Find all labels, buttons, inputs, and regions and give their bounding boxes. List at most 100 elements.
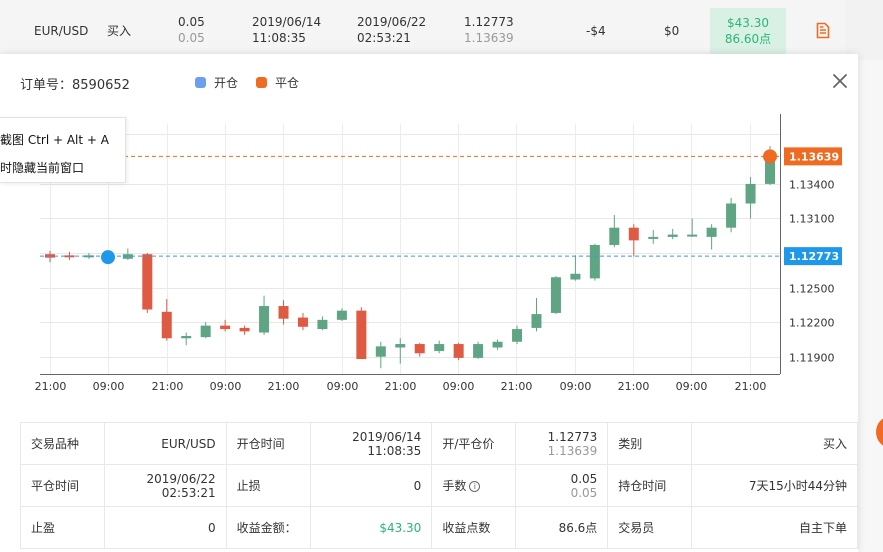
candle-body [317, 319, 328, 330]
candle-body [200, 325, 211, 338]
tooltip-line-1: 截图 Ctrl + Alt + A [0, 133, 109, 147]
x-tick-label: 21:00 [385, 380, 417, 393]
y-tick-label: 1.13100 [789, 213, 835, 226]
info-label: 持仓时间 [607, 464, 693, 507]
open-price-tag-label: 1.12773 [789, 250, 839, 263]
order-info-grid: 交易品种 EUR/USD 开仓时间 2019/06/14 11:08:35 开/平仓价 1.… [20, 422, 858, 549]
open-price-tag [784, 247, 842, 266]
trade-symbol: EUR/USD [34, 24, 89, 38]
order-detail-dialog: 订单号：8590652 开仓 平仓 1.11900 1.12200 1.12500 1… [0, 54, 858, 552]
trade-prices: 1.12773 1.13639 [464, 15, 514, 45]
candle-body [648, 236, 659, 239]
candle-body [765, 156, 775, 184]
candle-body [473, 344, 484, 358]
info-value: 0 [309, 464, 433, 507]
close-price-tag-label: 1.13639 [789, 150, 839, 163]
trade-swap: -$4 [586, 24, 606, 38]
page-edge [858, 60, 883, 552]
floating-action-button[interactable] [876, 416, 883, 448]
trade-profit: $43.30 86.60点 [710, 8, 786, 54]
info-value: 自主下单 [691, 506, 858, 549]
screenshot-tooltip: 截图 Ctrl + Alt + A 时隐藏当前窗口 [0, 117, 126, 183]
candlestick-chart: 1.119001.122001.125001.128001.131001.134… [35, 114, 842, 393]
info-label: 收益点数 [431, 506, 517, 549]
info-value: 买入 [691, 422, 858, 465]
info-value: 0 [104, 506, 227, 549]
info-row: 止盈 0 收益金额： $43.30 收益点数 86.6点 交易员 自主下单 [20, 506, 858, 549]
x-tick-label: 09:00 [676, 380, 708, 393]
legend-close-label: 平仓 [275, 76, 300, 90]
x-tick-label: 21:00 [268, 380, 300, 393]
info-label: 止盈 [20, 506, 105, 549]
candle-body [512, 329, 523, 342]
info-label: 收益金额： [225, 506, 311, 549]
info-label: 平仓时间 [20, 464, 105, 507]
candle-body [220, 325, 231, 330]
trade-row[interactable]: EUR/USD 买入 0.05 0.05 2019/06/14 11:08:35 2… [0, 0, 845, 62]
y-tick-label: 1.13400 [789, 179, 835, 192]
candle-body [278, 306, 289, 319]
candle-body [239, 327, 250, 332]
candle-body [83, 255, 94, 258]
tooltip-line-2: 时隐藏当前窗口 [0, 161, 85, 175]
info-value: 7天15小时44分钟 [691, 464, 858, 507]
candle-body [609, 227, 620, 245]
y-tick-label: 1.12200 [789, 317, 835, 330]
x-tick-label: 09:00 [443, 380, 475, 393]
legend-open-swatch [195, 77, 206, 88]
candle-body [687, 234, 698, 237]
candle-body [395, 344, 406, 348]
close-price-tag [784, 147, 842, 166]
candle-body [161, 311, 172, 339]
info-value: 2019/06/22 02:53:21 [104, 464, 227, 507]
candle-body [297, 317, 308, 327]
y-tick-label: 1.12500 [789, 283, 835, 296]
info-value: EUR/USD [104, 422, 227, 465]
close-marker [763, 149, 777, 164]
x-tick-label: 21:00 [618, 380, 650, 393]
dialog-header: 订单号：8590652 开仓 平仓 [0, 54, 858, 104]
order-number: 订单号：8590652 [20, 78, 130, 93]
info-label: 类别 [607, 422, 693, 465]
info-label: 止损 [225, 464, 311, 507]
y-tick-label: 1.11900 [789, 352, 835, 365]
info-label: 交易品种 [20, 422, 105, 465]
legend-close-swatch [256, 77, 267, 88]
legend-open: 开仓 [195, 74, 238, 91]
info-icon[interactable]: i [469, 481, 481, 492]
legend-open-label: 开仓 [214, 76, 239, 90]
candle-body [434, 344, 445, 351]
info-value: 86.6点 [515, 506, 609, 549]
info-value: $43.30 [309, 506, 433, 549]
info-value: 1.12773 1.13639 [515, 422, 609, 465]
candle-body [628, 227, 639, 241]
candle-body [142, 254, 153, 310]
document-icon[interactable] [816, 22, 830, 39]
candle-body [259, 306, 270, 333]
candle-body [531, 314, 542, 328]
candle-body [550, 277, 561, 313]
candle-body [706, 227, 717, 237]
open-marker [101, 250, 115, 265]
info-label: 交易员 [607, 506, 693, 549]
trade-open-time: 2019/06/14 11:08:35 [252, 15, 322, 45]
price-chart: 1.119001.122001.125001.128001.131001.134… [0, 104, 858, 399]
trade-close-time: 2019/06/22 02:53:21 [357, 15, 427, 45]
info-row: 交易品种 EUR/USD 开仓时间 2019/06/14 11:08:35 开/平仓价 1.… [20, 422, 858, 465]
candle-body [570, 273, 581, 280]
candle-body [414, 344, 425, 354]
x-tick-label: 21:00 [152, 380, 184, 393]
candle-body [375, 346, 386, 357]
candle-body [745, 183, 756, 204]
close-icon[interactable] [830, 71, 850, 91]
candle-body [726, 203, 737, 228]
trade-commission: $0 [664, 24, 680, 38]
info-value: 0.05 0.05 [515, 464, 609, 507]
trade-side: 买入 [107, 24, 132, 38]
info-row: 平仓时间 2019/06/22 02:53:21 止损 0 手数 i 0.05 0.05 持仓时间… [20, 464, 858, 507]
x-tick-label: 09:00 [93, 380, 125, 393]
x-tick-label: 09:00 [327, 380, 359, 393]
candle-body [356, 310, 367, 360]
trade-lots: 0.05 0.05 [178, 15, 205, 45]
info-label: 手数 i [431, 464, 517, 507]
